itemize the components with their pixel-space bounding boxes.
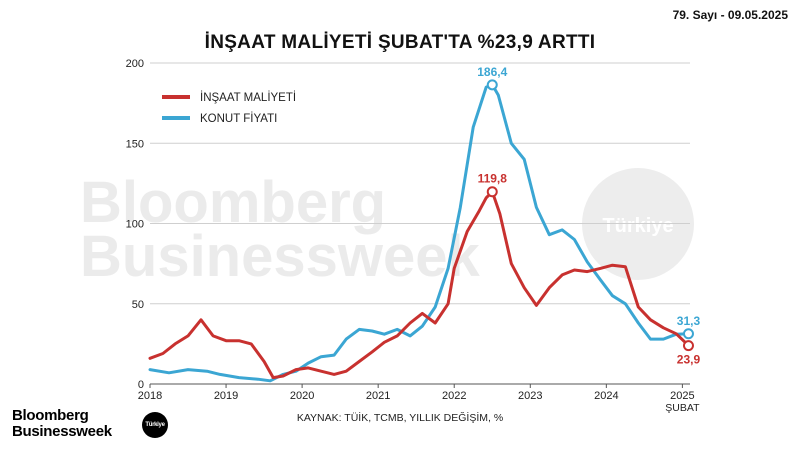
x-tick-label: 2019 <box>214 390 238 402</box>
source-note: KAYNAK: TÜİK, TCMB, YILLIK DEĞİŞİM, % <box>297 411 503 424</box>
logo-line1: Bloomberg <box>12 407 89 424</box>
annotations: 119,8 186,4 23,9 31,3 <box>477 65 700 367</box>
y-tick-label: 100 <box>126 219 144 231</box>
x-tick-label: 2020 <box>290 390 314 402</box>
chart-title: İNŞAAT MALİYETİ ŞUBAT'TA %23,9 ARTTI <box>204 32 596 53</box>
x-tick-label: 2018 <box>138 390 162 402</box>
issue-date: 79. Sayı - 09.05.2025 <box>672 8 788 22</box>
annotation-marker <box>486 79 498 91</box>
y-tick-label: 150 <box>126 138 144 150</box>
y-tick-label: 200 <box>126 58 144 70</box>
series-lines <box>148 83 690 383</box>
annotation-marker <box>486 186 498 198</box>
x-tick-sublabel: ŞUBAT <box>665 402 700 414</box>
y-tick-label: 50 <box>132 299 144 311</box>
logo-badge: Türkiye <box>142 412 168 438</box>
x-tick-label: 2024 <box>594 390 618 402</box>
brand-logo: Bloomberg Businessweek Türkiye <box>12 407 168 440</box>
annotation-marker <box>682 328 694 340</box>
x-tick-label: 2022 <box>442 390 466 402</box>
x-tick-label: 2023 <box>518 390 542 402</box>
legend-label: İNŞAAT MALİYETİ <box>200 91 296 104</box>
legend-label: KONUT FİYATI <box>200 112 277 125</box>
series-line-0 <box>148 190 690 380</box>
x-tick-label: 2025 <box>670 390 694 402</box>
x-tick-label: 2021 <box>366 390 390 402</box>
grid <box>150 62 690 385</box>
annotation-label: 31,3 <box>677 314 701 328</box>
annotation-label: 119,8 <box>478 172 508 186</box>
y-tick-label: 0 <box>138 379 144 391</box>
annotation-marker <box>682 340 694 352</box>
watermark-line1: Bloomberg <box>80 170 386 235</box>
logo-line2: Businessweek <box>12 423 112 440</box>
legend: İNŞAAT MALİYETİ KONUT FİYATI <box>162 91 296 125</box>
annotation-label: 186,4 <box>477 65 507 79</box>
annotation-label: 23,9 <box>677 353 701 367</box>
watermark-line2: Businessweek <box>80 224 481 289</box>
series-line-1 <box>148 83 690 383</box>
axes: 0 50 100 150 200 2018 2019 2020 2021 2022 2023 2024… <box>126 58 700 414</box>
watermark-badge-label: Türkiye <box>602 215 673 237</box>
